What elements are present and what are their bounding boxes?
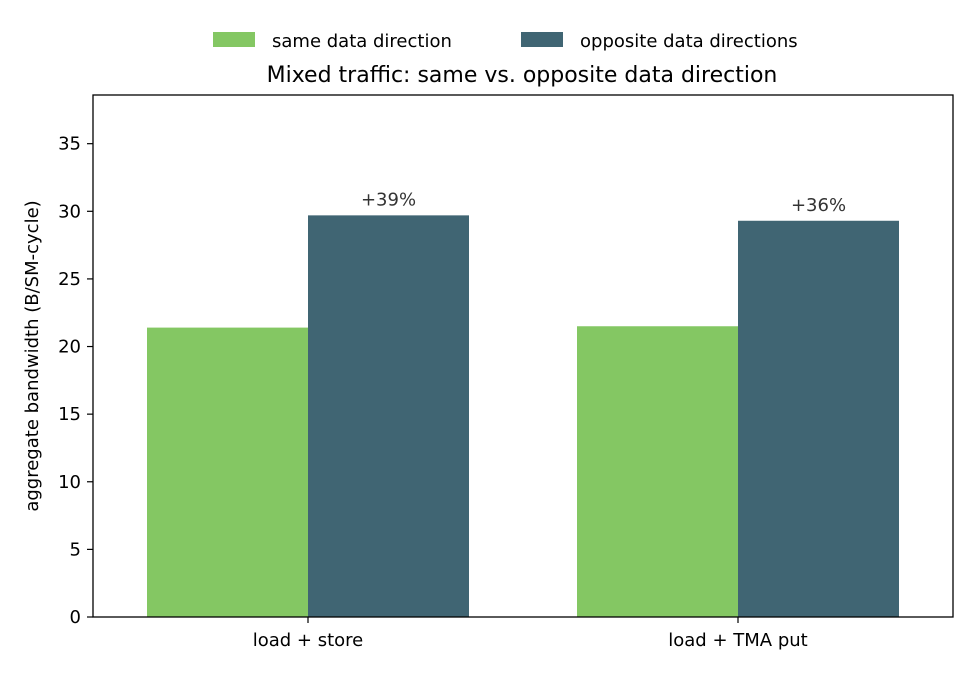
y-tick-label: 0: [70, 607, 81, 628]
legend-label-same: same data direction: [272, 31, 452, 52]
x-tick-label: load + TMA put: [668, 630, 807, 651]
plot-area: +39% load + store +36% load + TMA put 0 5 10 15…: [58, 94, 954, 651]
y-tick-label: 30: [58, 201, 81, 222]
y-tick-label: 35: [58, 134, 81, 155]
y-tick-label: 10: [58, 472, 81, 493]
y-tick-label: 15: [58, 404, 81, 425]
bar-opposite: [308, 215, 469, 617]
data-label: +36%: [791, 195, 846, 216]
bar-same: [147, 327, 308, 617]
legend-label-opposite: opposite data directions: [580, 31, 798, 52]
legend: same data direction opposite data direct…: [213, 31, 798, 52]
chart-title: Mixed traffic: same vs. opposite data di…: [267, 63, 778, 88]
bar-opposite: [738, 220, 899, 617]
y-tick-label: 20: [58, 337, 81, 358]
data-label: +39%: [361, 189, 416, 210]
y-axis-label: aggregate bandwidth (B/SM-cycle): [22, 200, 43, 511]
y-tick-label: 25: [58, 269, 81, 290]
plot-frame: [92, 94, 954, 618]
y-tick-label: 5: [70, 539, 81, 560]
legend-swatch-opposite: [521, 32, 563, 47]
x-tick-label: load + store: [253, 630, 364, 651]
legend-swatch-same: [213, 32, 255, 47]
bar-same: [577, 326, 738, 617]
